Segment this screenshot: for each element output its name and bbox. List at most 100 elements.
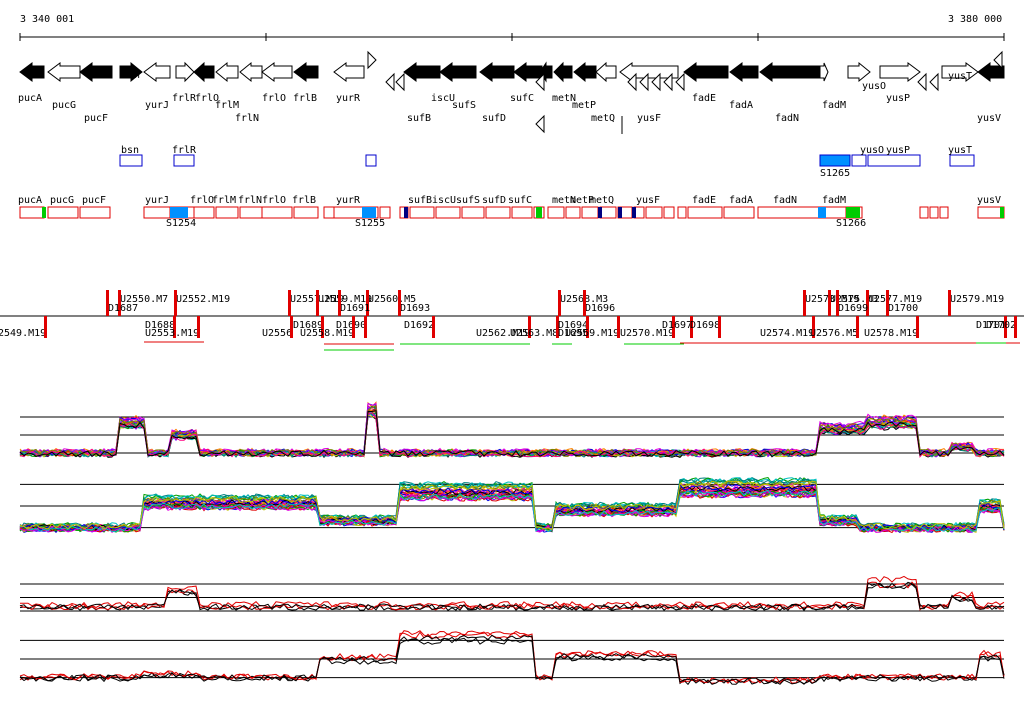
tu-label-upper: D1687 bbox=[108, 303, 138, 314]
tu-marker bbox=[398, 290, 401, 316]
blue-feature-box bbox=[819, 154, 851, 167]
tu-marker bbox=[803, 290, 806, 316]
blue-feature-label: yusP bbox=[886, 145, 910, 156]
gene-arrow bbox=[729, 62, 759, 82]
gene-label: pucF bbox=[84, 113, 108, 124]
ruler-start-label: 3 340 001 bbox=[20, 14, 74, 25]
gene-arrow bbox=[663, 72, 673, 92]
gene-label: fadE bbox=[692, 93, 716, 104]
tu-label-upper: U2559.M19 bbox=[318, 294, 372, 305]
red-feature-box bbox=[261, 206, 293, 219]
blue-feature-label: bsn bbox=[121, 145, 139, 156]
tu-marker bbox=[866, 290, 869, 316]
gene-arrow bbox=[119, 61, 143, 83]
tu-label-lower: D1698 bbox=[690, 320, 720, 331]
expression-profile-line bbox=[19, 637, 1005, 686]
blue-feature-box bbox=[818, 207, 826, 218]
red-feature-label: yusF bbox=[636, 195, 660, 206]
red-feature-label: S1255 bbox=[355, 218, 385, 229]
tu-label-upper: D1700 bbox=[888, 303, 918, 314]
expression-profile-line bbox=[19, 477, 1005, 530]
gene-label: yusO bbox=[862, 81, 886, 92]
red-feature-box bbox=[435, 206, 461, 219]
tu-label-lower: D1701 bbox=[976, 320, 1006, 331]
transcription-unit-track: U2550.M7U2552.M19U2557.M19U2559.M19U2560… bbox=[0, 290, 1024, 351]
gene-arrow bbox=[847, 61, 871, 83]
tu-marker bbox=[44, 316, 47, 338]
gene-label: bsn bbox=[122, 70, 140, 81]
red-feature-label: sufB bbox=[408, 195, 432, 206]
expression-profiles-track bbox=[19, 401, 1005, 686]
tu-label-upper: U2579.M19 bbox=[950, 294, 1004, 305]
tu-marker bbox=[366, 290, 369, 316]
gene-arrow bbox=[819, 62, 829, 82]
red-feature-box bbox=[215, 206, 239, 219]
gene-label: frlB bbox=[293, 93, 317, 104]
red-feature-box bbox=[461, 206, 485, 219]
blue-feature-label: S1265 bbox=[820, 168, 850, 179]
red-feature-label: iscU bbox=[432, 195, 456, 206]
tu-label-lower: D1689 bbox=[293, 320, 323, 331]
gene-arrow bbox=[651, 72, 661, 92]
gene-arrow bbox=[385, 72, 395, 92]
red-feature-box bbox=[47, 206, 79, 219]
gene-label: frlO bbox=[262, 93, 286, 104]
red-feature-label: S1254 bbox=[166, 218, 196, 229]
red-feature-box bbox=[599, 206, 617, 219]
tu-marker bbox=[828, 290, 831, 316]
red-feature-label: fadN bbox=[773, 195, 797, 206]
gene-label: fadA bbox=[729, 100, 753, 111]
tu-marker bbox=[197, 316, 200, 338]
red-feature-box bbox=[663, 206, 675, 219]
tu-label-lower: U2562.M19 bbox=[476, 328, 530, 339]
red-feature-box bbox=[547, 206, 565, 219]
gene-arrow bbox=[19, 62, 45, 82]
gene-arrow bbox=[175, 61, 195, 83]
gene-arrow bbox=[367, 50, 377, 70]
gene-label: frlR bbox=[172, 93, 197, 104]
red-feature-label: fadM bbox=[822, 195, 846, 206]
gene-label: sufS bbox=[452, 100, 476, 111]
gene-label: sufB bbox=[407, 113, 431, 124]
blue-feature-label: frlR bbox=[172, 145, 197, 156]
gene-label: fadM bbox=[822, 100, 846, 111]
gene-label: fadN bbox=[775, 113, 799, 124]
gene-label: frlM bbox=[215, 100, 239, 111]
red-feature-box bbox=[581, 206, 599, 219]
green-feature-box bbox=[846, 207, 860, 218]
expression-profile-line bbox=[19, 410, 1005, 458]
tu-marker bbox=[106, 290, 109, 316]
tu-label-upper: U2550.M7 bbox=[120, 294, 168, 305]
red-feature-label: sufC bbox=[508, 195, 532, 206]
tu-marker bbox=[352, 316, 355, 338]
red-feature-box bbox=[645, 206, 663, 219]
blue-feature-label: yusT bbox=[948, 145, 972, 156]
red-feature-box bbox=[929, 206, 939, 219]
gene-arrow bbox=[929, 72, 939, 92]
gene-arrow bbox=[47, 62, 81, 82]
red-feature-label: S1266 bbox=[836, 218, 866, 229]
gene-arrow bbox=[439, 62, 477, 82]
gene-label: sufC bbox=[510, 93, 534, 104]
tu-label-lower: U2563.M8 bbox=[510, 328, 558, 339]
expression-profile-line bbox=[19, 630, 1005, 684]
gene-arrow bbox=[479, 62, 515, 82]
tu-marker bbox=[174, 290, 177, 316]
gene-arrow bbox=[993, 50, 1003, 70]
gene-label: pucG bbox=[52, 100, 76, 111]
gene-label: iscU bbox=[431, 93, 455, 104]
red-feature-box bbox=[239, 206, 263, 219]
dark-feature-box bbox=[632, 207, 636, 218]
tu-marker bbox=[173, 316, 176, 338]
blue-feature-box bbox=[365, 154, 377, 167]
tu-label-upper: U2552.M19 bbox=[176, 294, 230, 305]
tu-label-lower: D1702 bbox=[986, 320, 1016, 331]
tu-marker bbox=[583, 290, 586, 316]
red-feature-label: yusV bbox=[977, 195, 1001, 206]
tu-label-upper: D1691 bbox=[340, 303, 370, 314]
blue-feature-box bbox=[170, 207, 188, 218]
tu-label-upper: D1699 bbox=[838, 303, 868, 314]
